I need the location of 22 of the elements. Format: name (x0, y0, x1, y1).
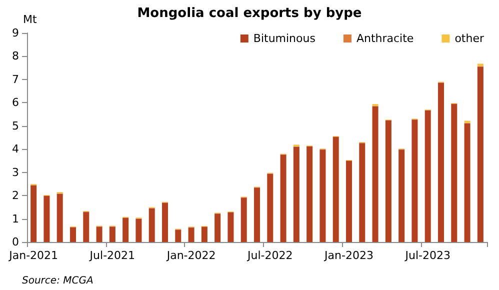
y-tick-label: 0 (12, 236, 19, 248)
y-tick-label: 4 (12, 142, 19, 156)
y-tick-label: 5 (12, 119, 19, 132)
x-tick-label: Jan-2022 (166, 249, 216, 262)
source-note: Source: MCGA (22, 276, 94, 286)
y-tick-label: 8 (12, 50, 19, 63)
chart-title: Mongolia coal exports by bype (137, 6, 362, 21)
x-tick-label: Jul-2022 (246, 249, 293, 262)
legend-label: Anthracite (356, 32, 414, 45)
legend-label: other (454, 32, 484, 45)
y-tick-label: 3 (12, 166, 19, 179)
y-tick-label: 9 (12, 26, 19, 40)
x-tick-label: Jul-2023 (404, 249, 450, 262)
y-tick-label: 7 (12, 72, 19, 86)
legend-label: Bituminous (253, 32, 316, 45)
y-axis-title: Mt (23, 13, 38, 26)
x-tick-label: Jan-2021 (8, 249, 58, 262)
x-tick-label: Jan-2023 (324, 249, 374, 262)
y-tick-label: 2 (12, 189, 19, 202)
y-tick-label: 1 (12, 212, 19, 226)
y-tick-label: 6 (12, 96, 19, 110)
x-tick-label: Jul-2021 (88, 249, 136, 262)
